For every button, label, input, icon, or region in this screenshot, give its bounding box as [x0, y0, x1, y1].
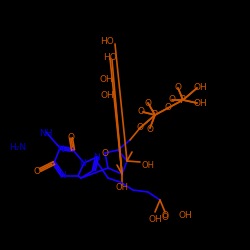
- Text: N: N: [56, 144, 64, 154]
- Text: N: N: [80, 158, 86, 168]
- Text: NH: NH: [39, 128, 53, 138]
- Text: HO: HO: [100, 38, 114, 46]
- Text: O: O: [164, 104, 172, 112]
- Text: OH: OH: [100, 90, 114, 100]
- Text: O: O: [146, 124, 154, 134]
- Text: O: O: [162, 210, 168, 220]
- Text: P: P: [180, 95, 186, 105]
- Text: O: O: [68, 134, 74, 142]
- Text: O: O: [102, 148, 108, 158]
- Text: O: O: [174, 84, 182, 92]
- Text: O: O: [144, 98, 152, 108]
- Text: P: P: [152, 110, 158, 120]
- Text: OH: OH: [99, 76, 113, 84]
- Text: O: O: [162, 214, 168, 222]
- Text: H₂N: H₂N: [10, 144, 26, 152]
- Text: OH: OH: [116, 182, 128, 192]
- Text: OH: OH: [193, 98, 207, 108]
- Text: O: O: [138, 108, 144, 116]
- Text: OH: OH: [148, 214, 162, 224]
- Text: N: N: [94, 152, 100, 162]
- Text: HO: HO: [103, 52, 117, 62]
- Text: O: O: [168, 96, 175, 104]
- Text: N: N: [60, 172, 66, 180]
- Text: OH: OH: [178, 212, 192, 220]
- Text: OH: OH: [142, 162, 154, 170]
- Text: OH: OH: [193, 82, 207, 92]
- Text: O: O: [34, 166, 40, 175]
- Text: O: O: [136, 124, 143, 132]
